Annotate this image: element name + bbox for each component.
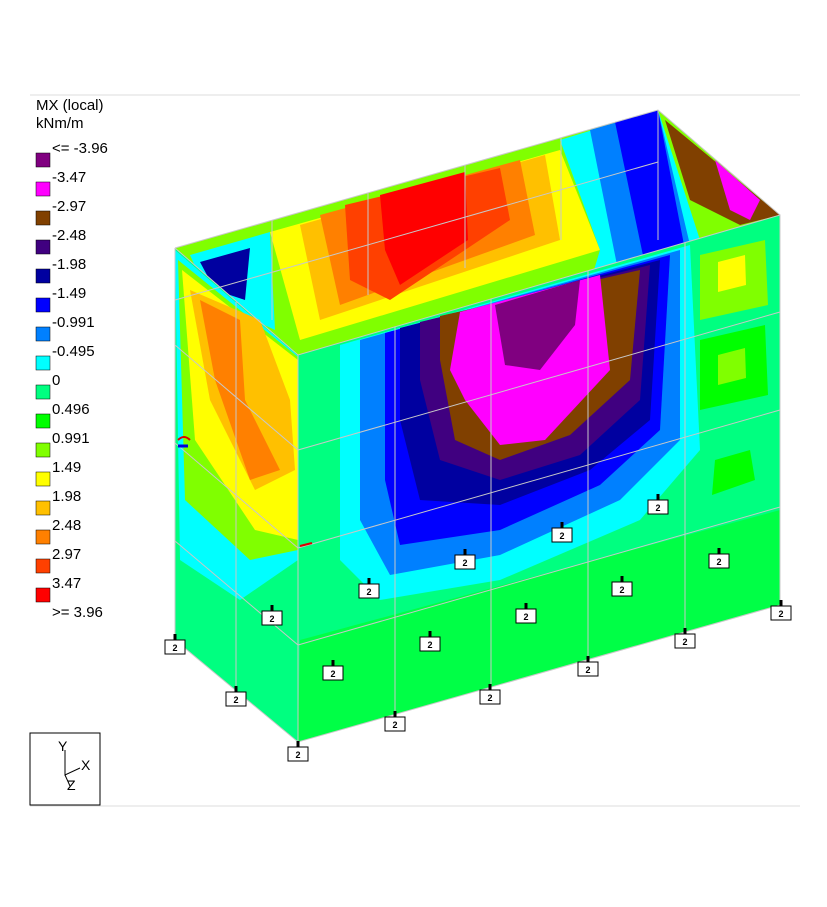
support-box <box>551 527 573 543</box>
grid <box>297 311 781 451</box>
load-marker <box>299 542 313 547</box>
support-label: 2 <box>487 693 492 703</box>
axis-y: Y <box>58 738 68 754</box>
legend-swatch <box>35 587 51 603</box>
legend-label: -3.47 <box>52 169 86 186</box>
support-label: 2 <box>523 612 528 622</box>
support-label: 2 <box>172 643 177 653</box>
grid <box>174 344 299 451</box>
legend-label: 0 <box>52 372 60 389</box>
legend-label: 1.98 <box>52 488 81 505</box>
legend-swatch <box>35 239 51 255</box>
legend-label: -2.97 <box>52 198 86 215</box>
legend-label: -1.49 <box>52 285 86 302</box>
support-box <box>454 554 476 570</box>
legend-label: 1.49 <box>52 459 81 476</box>
supports: 2 2 2 2 2 2 2 2 2 2 2 2 2 2 2 2 2 2 <box>164 494 792 762</box>
contour <box>615 110 685 265</box>
mesh <box>174 109 781 743</box>
legend-label: -1.98 <box>52 256 86 273</box>
load-marker <box>177 436 191 441</box>
legend-label: <= -3.96 <box>52 140 108 157</box>
support-label: 2 <box>655 503 660 513</box>
axis-x: X <box>81 757 91 773</box>
contour <box>200 300 280 480</box>
legend-swatch <box>35 413 51 429</box>
grid <box>174 161 659 301</box>
legend-swatch <box>35 326 51 342</box>
legend-swatch <box>35 355 51 371</box>
support-box <box>384 716 406 732</box>
legend-label: 2.97 <box>52 546 81 563</box>
support-label: 2 <box>559 531 564 541</box>
legend-swatch <box>35 152 51 168</box>
support-box <box>164 639 186 655</box>
legend-label: >= 3.96 <box>52 604 103 621</box>
legend-label: -0.495 <box>52 343 95 360</box>
legend-swatch <box>35 297 51 313</box>
support-label: 2 <box>427 640 432 650</box>
support-label: 2 <box>330 669 335 679</box>
support-label: 2 <box>778 609 783 619</box>
legend-label: 0.496 <box>52 401 90 418</box>
axis-triad: Y X Z <box>29 732 101 806</box>
legend-swatch <box>35 500 51 516</box>
support-label: 2 <box>585 665 590 675</box>
support-box <box>708 553 730 569</box>
contour <box>712 450 755 495</box>
legend-swatch <box>35 471 51 487</box>
legend-title: MX (local) <box>36 97 104 114</box>
support-label: 2 <box>619 585 624 595</box>
support-label: 2 <box>716 557 721 567</box>
triad-lines <box>64 750 81 787</box>
legend-label: -2.48 <box>52 227 86 244</box>
legend-swatch <box>35 384 51 400</box>
support-box <box>225 691 247 707</box>
support-box <box>611 581 633 597</box>
contour <box>495 280 580 370</box>
model <box>174 109 781 743</box>
support-box <box>577 661 599 677</box>
grid <box>297 506 781 646</box>
legend-label: -0.991 <box>52 314 95 331</box>
contour <box>298 510 780 742</box>
support-box <box>322 665 344 681</box>
legend-label: 3.47 <box>52 575 81 592</box>
axis-z: Z <box>67 777 76 793</box>
legend-swatch <box>35 442 51 458</box>
legend-label: 0.991 <box>52 430 90 447</box>
support-box <box>647 499 669 515</box>
support-box <box>674 633 696 649</box>
support-box <box>261 610 283 626</box>
legend-swatch <box>35 558 51 574</box>
legend-swatch <box>35 529 51 545</box>
contour <box>718 255 746 292</box>
legend-swatch <box>35 210 51 226</box>
support-label: 2 <box>682 637 687 647</box>
support-box <box>419 636 441 652</box>
support-label: 2 <box>366 587 371 597</box>
support-box <box>515 608 537 624</box>
support-label: 2 <box>392 720 397 730</box>
support-label: 2 <box>233 695 238 705</box>
support-label: 2 <box>462 558 467 568</box>
contour <box>715 160 760 220</box>
contour <box>200 248 250 300</box>
grid <box>174 540 299 646</box>
legend-label: 2.48 <box>52 517 81 534</box>
support-box <box>770 605 792 621</box>
support-label: 2 <box>269 614 274 624</box>
support-box <box>479 689 501 705</box>
contour <box>718 348 746 385</box>
legend-swatch <box>35 268 51 284</box>
grid <box>174 442 299 549</box>
legend-swatch <box>35 181 51 197</box>
grid <box>297 409 781 549</box>
support-box <box>287 746 309 762</box>
legend: MX (local) kNm/m <= -3.96 -3.47 -2.97 -2.48… <box>35 97 108 621</box>
support-box <box>358 583 380 599</box>
support-label: 2 <box>295 750 300 760</box>
legend-unit: kNm/m <box>36 115 84 132</box>
